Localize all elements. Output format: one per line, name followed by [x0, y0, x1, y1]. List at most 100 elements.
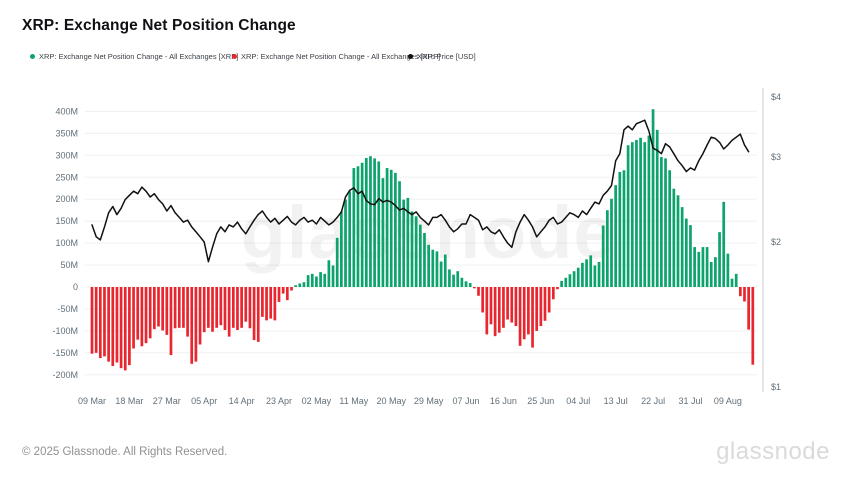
daily-bar [527, 287, 530, 335]
daily-bar [560, 280, 563, 287]
daily-bar [219, 287, 223, 326]
daily-bar [709, 261, 713, 287]
x-axis-tick-label: 14 Apr [229, 396, 255, 406]
legend-item-net-position-positive[interactable]: XRP: Exchange Net Position Change - All … [30, 52, 238, 61]
daily-bar [202, 287, 206, 333]
daily-bar [481, 287, 485, 313]
x-axis-tick-label: 09 Aug [714, 396, 742, 406]
daily-bar [340, 211, 343, 287]
chart-legend: XRP: Exchange Net Position Change - All … [0, 52, 850, 64]
x-axis-tick-label: 18 Mar [115, 396, 143, 406]
daily-bar [568, 274, 572, 287]
daily-bar [510, 287, 514, 323]
daily-bar [738, 287, 742, 297]
daily-bar [452, 274, 455, 287]
daily-bar [290, 287, 293, 291]
daily-bar [364, 157, 368, 287]
daily-bar [543, 287, 547, 321]
daily-bar [747, 287, 750, 330]
right-axis-tick-label: $4 [771, 92, 781, 102]
left-axis-tick-label: 400M [55, 106, 78, 116]
legend-item-price[interactable]: XRP: Price [USD] [408, 52, 476, 61]
daily-bar [618, 172, 622, 287]
daily-bar [597, 261, 601, 287]
daily-bar [622, 170, 626, 287]
daily-bar [564, 277, 568, 287]
daily-bar [514, 287, 518, 327]
right-axis-tick-label: $1 [771, 382, 781, 392]
daily-bar [389, 169, 393, 287]
daily-bar [136, 287, 140, 340]
daily-bar [331, 265, 335, 287]
daily-bar [414, 216, 418, 287]
left-axis-tick-label: -50M [57, 304, 78, 314]
daily-bar [111, 287, 115, 366]
daily-bar [90, 287, 94, 354]
daily-bar [423, 233, 426, 287]
legend-label: XRP: Exchange Net Position Change - All … [39, 52, 239, 61]
daily-bar [173, 287, 177, 329]
daily-bar [443, 254, 447, 287]
daily-bar [223, 287, 227, 331]
daily-bar [647, 135, 651, 287]
daily-bar [610, 198, 613, 287]
daily-bar [664, 158, 667, 287]
daily-bar [344, 199, 347, 287]
daily-bar [655, 129, 659, 287]
legend-dot-black-icon [408, 54, 413, 59]
daily-bar [464, 281, 468, 287]
daily-bar [169, 287, 173, 356]
right-axis-tick-label: $2 [771, 237, 781, 247]
daily-bar [551, 287, 555, 300]
chart-title: XRP: Exchange Net Position Change [22, 17, 296, 34]
daily-bar [576, 267, 580, 287]
daily-bar [614, 185, 618, 287]
daily-bar [630, 142, 634, 287]
daily-bar [369, 156, 372, 287]
daily-bar [128, 287, 131, 366]
daily-bar [194, 287, 198, 362]
daily-bar [672, 188, 676, 287]
daily-bar [227, 287, 231, 337]
daily-bar [730, 278, 734, 287]
daily-bar [302, 282, 306, 287]
net-position-bars [90, 109, 755, 371]
daily-bar [140, 287, 144, 347]
daily-bar [751, 287, 755, 365]
daily-bar [581, 262, 584, 287]
daily-bar [310, 273, 314, 287]
daily-bar [473, 287, 476, 289]
daily-bar [348, 191, 352, 287]
daily-bar [689, 225, 692, 287]
legend-item-net-position-negative[interactable]: XRP: Exchange Net Position Change - All … [232, 52, 440, 61]
daily-bar [535, 287, 539, 331]
daily-bar [502, 287, 505, 328]
daily-bar [107, 287, 110, 362]
daily-bar [177, 287, 181, 328]
daily-bar [298, 283, 302, 287]
daily-bar [394, 172, 397, 287]
daily-bar [256, 287, 260, 342]
daily-bar [435, 251, 439, 287]
daily-bar [726, 253, 730, 287]
daily-bar [718, 232, 721, 287]
daily-bar [231, 287, 235, 328]
left-axis-tick-label: 150M [55, 216, 78, 226]
daily-bar [697, 251, 701, 287]
daily-bar [605, 210, 609, 287]
daily-bar [327, 260, 331, 287]
daily-bar [398, 181, 401, 287]
daily-bar [198, 287, 202, 345]
left-axis-tick-label: 300M [55, 150, 78, 160]
daily-bar [248, 287, 252, 329]
x-axis-tick-label: 13 Jul [604, 396, 628, 406]
daily-bar [626, 145, 630, 287]
left-axis-tick-label: 0 [73, 282, 78, 292]
daily-bar [269, 287, 273, 319]
daily-bar [294, 285, 297, 287]
daily-bar [315, 276, 318, 287]
daily-bar [593, 265, 597, 287]
daily-bar [493, 287, 497, 337]
